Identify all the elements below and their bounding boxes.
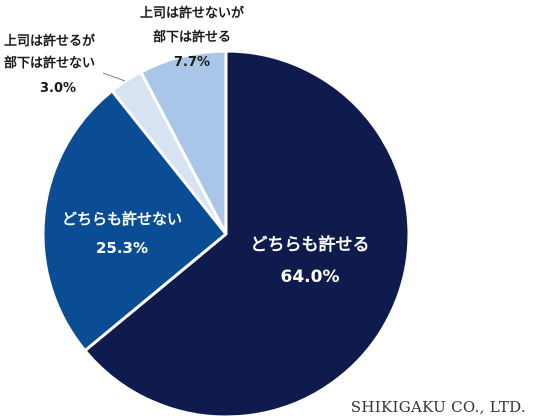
pie-slice-both-ng xyxy=(41,89,228,353)
pie-slices xyxy=(41,49,411,419)
company-credit: SHIKIGAKU CO., LTD. xyxy=(350,398,526,416)
slice-value-boss-ok: 3.0% xyxy=(40,81,76,96)
slice-label-both-ng: どちらも許せない xyxy=(62,210,182,228)
pie-slice-both-ok xyxy=(83,49,411,419)
slice-label-boss-ng-line2: 部下は許せる xyxy=(153,29,231,45)
slice-value-both-ok: 64.0% xyxy=(281,267,340,287)
pie-slice-boss-ng xyxy=(139,49,228,236)
slice-label-boss-ok-line1: 上司は許せるが xyxy=(4,33,95,49)
slice-label-both-ok: どちらも許せる xyxy=(251,234,370,255)
slice-value-both-ng: 25.3% xyxy=(96,239,148,257)
slice-label-boss-ng-line1: 上司は許せないが xyxy=(140,5,244,21)
slice-label-boss-ok-line2: 部下は許せない xyxy=(4,55,95,71)
leader-line-boss-ok xyxy=(102,72,126,82)
slice-value-boss-ng: 7.7% xyxy=(174,55,210,70)
